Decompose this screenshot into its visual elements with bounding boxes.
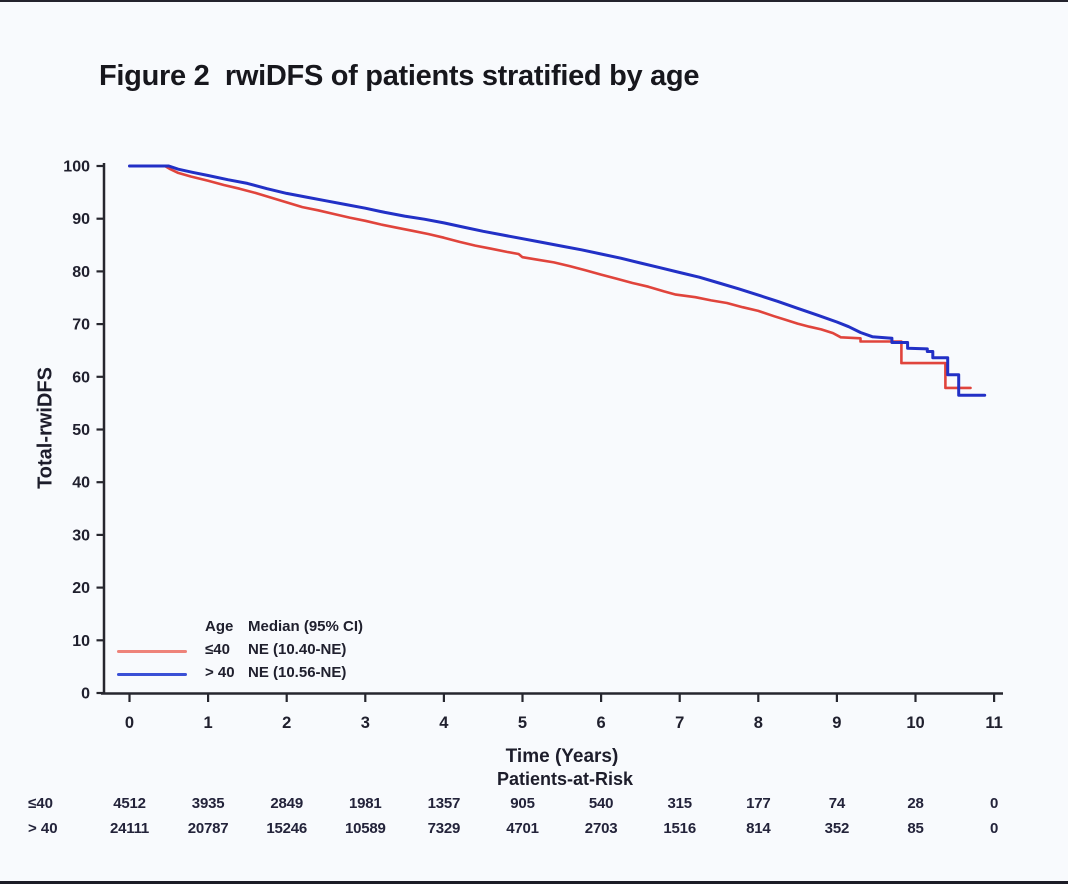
x-tick-label: 8 [754,714,763,732]
legend-row: ≤40 NE (10.40-NE) [117,641,417,661]
figure-title: Figure 2 rwiDFS of patients stratified b… [99,60,700,92]
y-tick-label: 50 [72,422,90,439]
x-tick-label: 11 [985,714,1002,732]
risk-cell: 24111 [109,820,150,837]
risk-cell: 905 [510,795,535,812]
x-tick-label: 7 [675,714,684,732]
km-curve-le40 [128,164,972,390]
x-tick-label: 5 [518,714,527,732]
x-tick-label: 6 [597,714,606,732]
risk-cell: 74 [828,795,846,812]
x-tick-label: 10 [906,714,924,732]
risk-cell: 0 [990,820,999,837]
y-tick-label: 80 [72,264,90,281]
risk-row-label: ≤40 [28,795,53,812]
risk-cell: 20787 [187,820,229,837]
x-tick-label: 1 [204,714,213,732]
risk-cell: 352 [824,820,850,837]
risk-cell: 85 [907,820,924,837]
risk-cell: 3935 [191,795,225,812]
risk-cell: 2703 [584,820,618,837]
risk-cell: 7329 [427,820,461,837]
risk-cell: 4512 [113,795,146,812]
x-tick-label: 0 [125,714,134,732]
y-tick-label: 100 [63,159,90,176]
legend-series-name: ≤40 [205,641,230,658]
legend-header-median: Median (95% CI) [248,618,364,635]
risk-cell: 1516 [663,820,696,837]
risk-cell: 1981 [349,795,382,812]
y-tick-label: 40 [72,475,90,492]
x-axis-title: Time (Years) [505,746,619,767]
legend: Age Median (95% CI) ≤40 NE (10.40-NE) > 40… [117,616,417,688]
y-tick-label: 60 [72,369,90,386]
y-tick-label: 70 [72,317,90,334]
y-tick-label: 20 [72,580,90,597]
y-tick-label: 10 [72,633,90,650]
risk-cell: 2849 [270,795,303,812]
risk-row-label: > 40 [28,820,58,837]
bottom-border [0,881,1068,884]
legend-line-swatch [117,650,187,653]
top-border [0,0,1068,2]
legend-line-swatch [117,673,187,676]
x-tick-label: 4 [439,714,449,732]
risk-cell: 28 [907,795,924,812]
x-tick-label: 3 [361,714,370,732]
risk-cell: 177 [746,795,771,812]
legend-header-age: Age [205,618,234,635]
x-tick-label: 9 [832,714,841,732]
y-tick-label: 90 [72,211,90,228]
x-tick-label: 2 [282,714,291,732]
risk-cell: 315 [667,795,692,812]
y-tick-label: 30 [72,527,90,544]
risk-cell: 4701 [506,820,539,837]
legend-series-median: NE (10.56-NE) [248,664,347,681]
risk-cell: 1357 [427,795,461,812]
risk-cell: 540 [588,795,614,812]
risk-table-title: Patients-at-Risk [496,769,634,789]
km-curve-gt40 [128,164,987,397]
risk-cell: 10589 [344,820,386,837]
legend-row: > 40 NE (10.56-NE) [117,664,417,684]
risk-cell: 0 [990,795,999,812]
risk-cell: 15246 [266,820,308,837]
legend-series-name: > 40 [205,664,235,681]
y-tick-label: 0 [81,686,90,703]
legend-series-median: NE (10.40-NE) [248,641,347,658]
risk-cell: 814 [746,820,771,837]
